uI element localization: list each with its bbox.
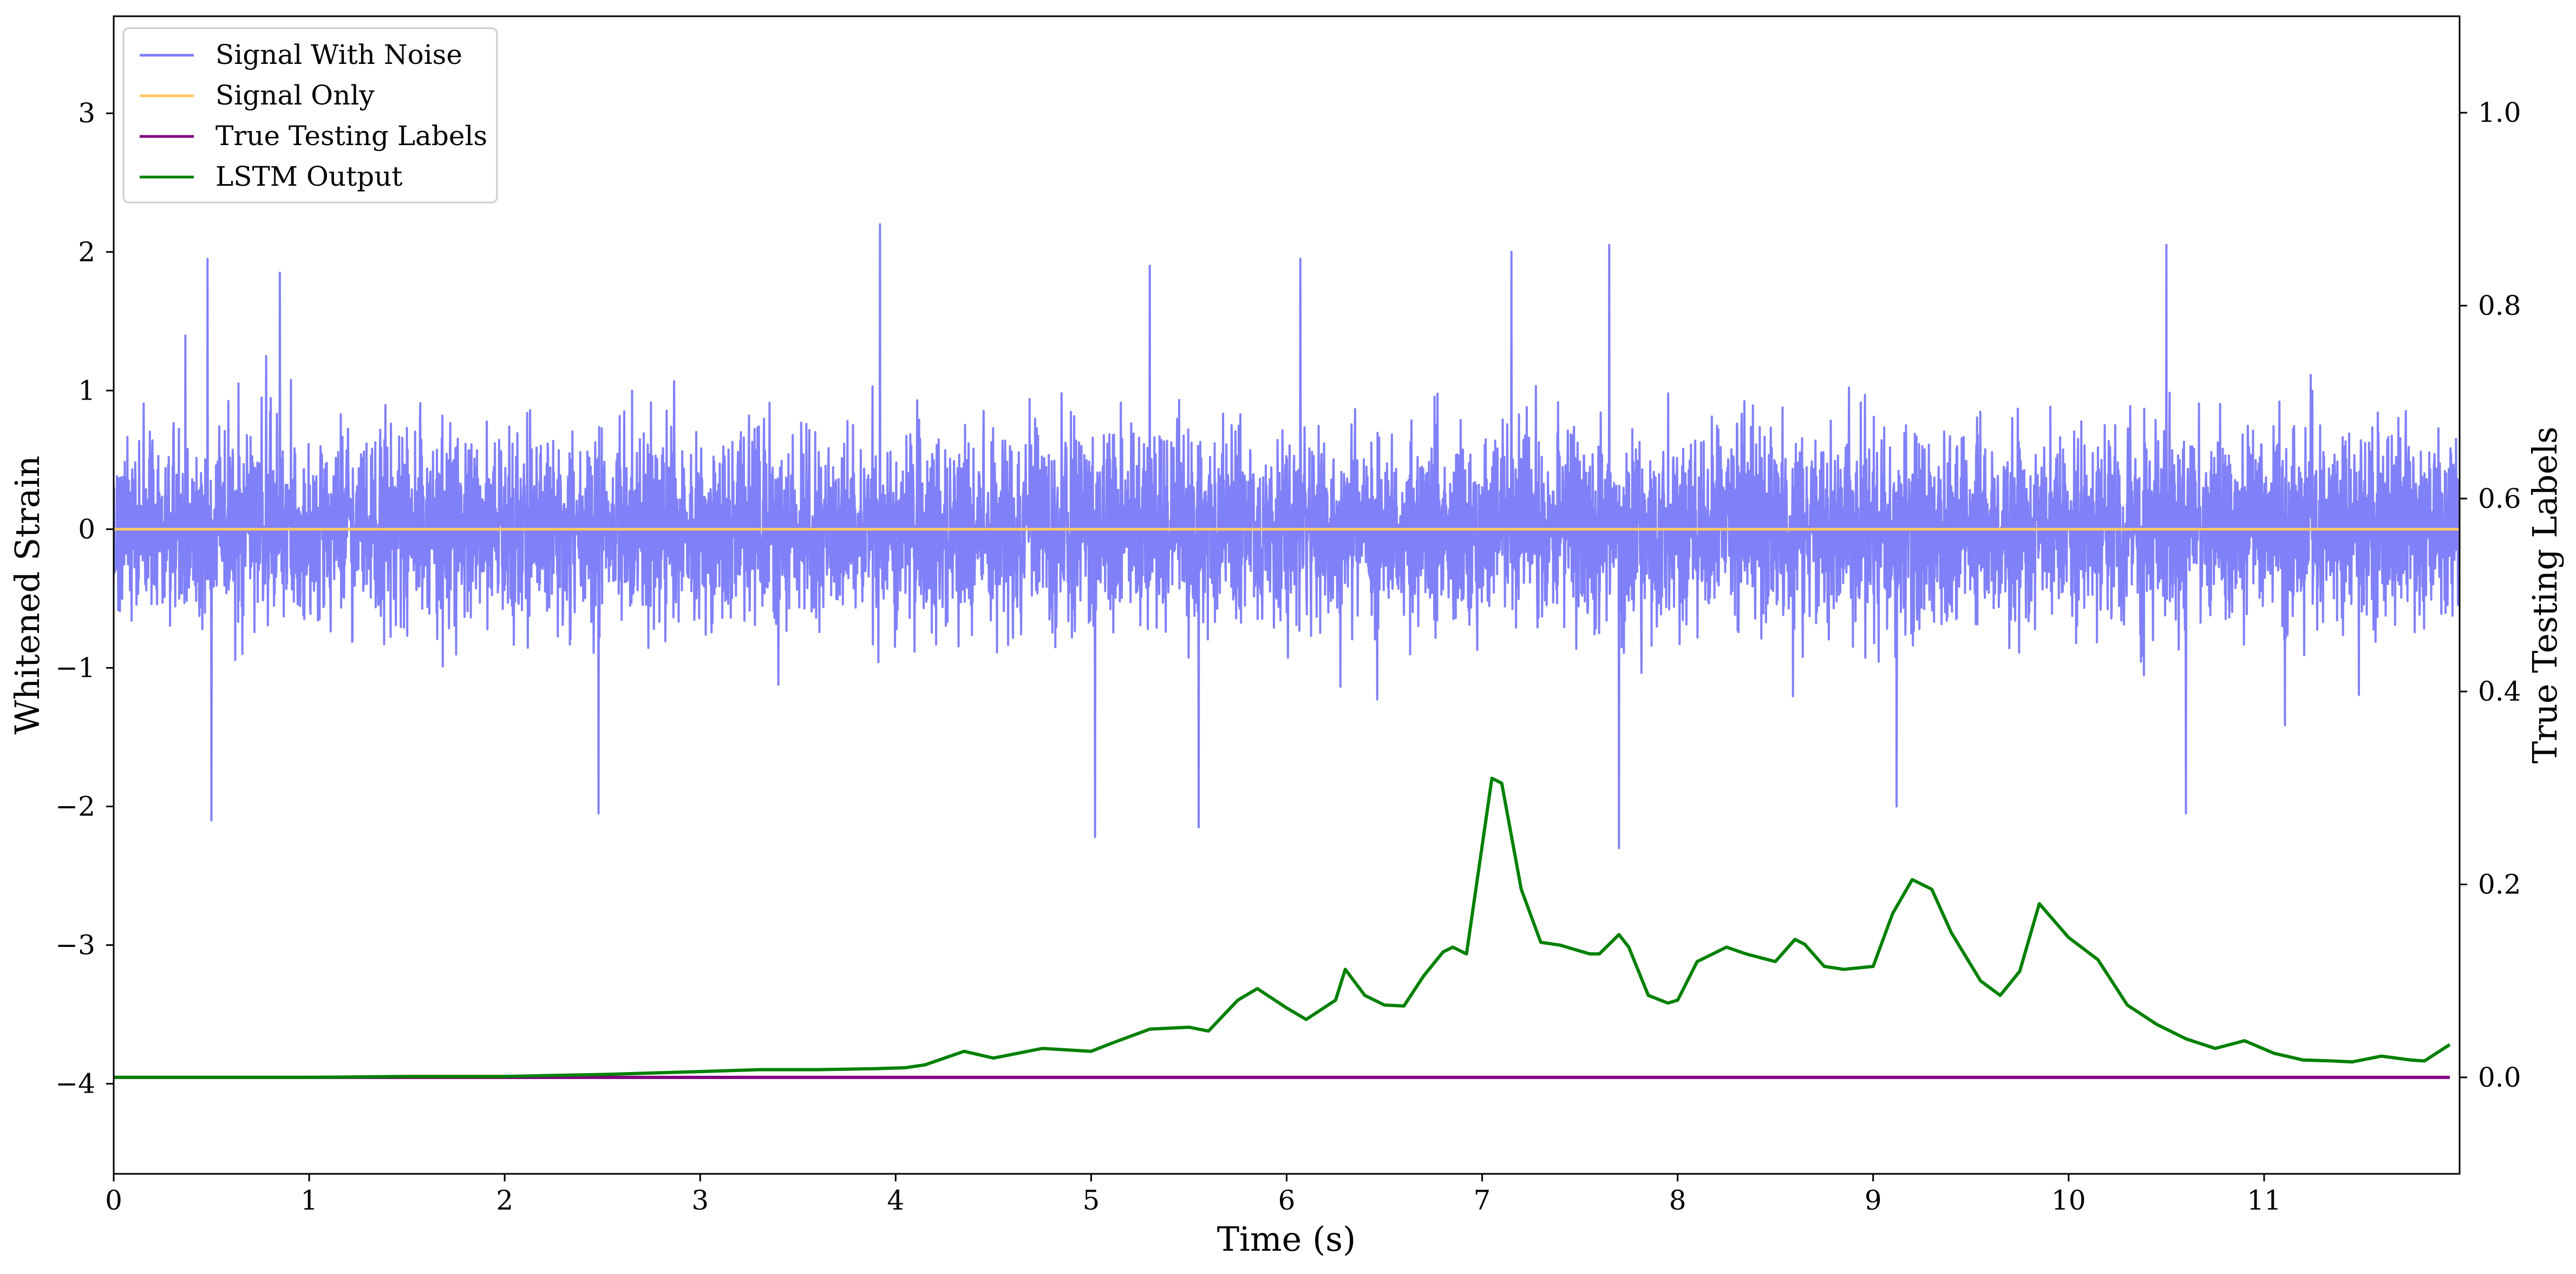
- x-tick-label: 10: [2051, 1185, 2086, 1216]
- x-axis: 0 1 2 3 4 5 6 7 8 9 10 11: [105, 1174, 2281, 1216]
- x-axis-label: Time (s): [1217, 1219, 1356, 1259]
- legend-label-lstm-output: LSTM Output: [215, 161, 402, 192]
- y-right-tick-label: 0.0: [2478, 1062, 2521, 1093]
- legend-frame: [122, 27, 498, 204]
- x-tick-label: 4: [887, 1185, 904, 1216]
- y-right-tick-label: 1.0: [2478, 97, 2521, 128]
- x-tick-label: 8: [1669, 1185, 1686, 1216]
- y-axis-left-label: Whitened Strain: [8, 456, 47, 735]
- y-right-tick-label: 0.8: [2478, 290, 2521, 322]
- legend-label-signal-only: Signal Only: [215, 80, 375, 111]
- y-axis-left: −4 −3 −2 −1 0 1 2 3: [55, 97, 114, 1100]
- y-right-tick-label: 0.4: [2478, 676, 2521, 707]
- x-tick-label: 7: [1474, 1185, 1491, 1216]
- x-tick-label: 0: [105, 1185, 122, 1216]
- x-tick-label: 11: [2247, 1185, 2281, 1216]
- plot-area: [113, 15, 2461, 1175]
- y-left-tick-label: 0: [78, 513, 95, 545]
- x-tick-label: 3: [691, 1185, 709, 1216]
- y-right-tick-label: 0.6: [2478, 483, 2521, 514]
- y-right-tick-label: 0.2: [2478, 869, 2521, 900]
- y-left-tick-label: 3: [78, 97, 95, 129]
- x-tick-label: 6: [1278, 1185, 1296, 1216]
- series-layer: [114, 223, 2460, 1079]
- y-left-tick-label: −2: [55, 790, 95, 822]
- legend: Signal With Noise Signal Only True Testi…: [122, 27, 498, 204]
- y-left-tick-label: −4: [55, 1068, 95, 1100]
- y-axis-right-label: True Testing Labels: [2525, 427, 2565, 764]
- y-left-tick-label: 2: [78, 236, 95, 267]
- x-tick-label: 9: [1865, 1185, 1882, 1216]
- x-tick-label: 1: [300, 1185, 318, 1216]
- y-left-tick-label: −1: [55, 652, 95, 683]
- legend-label-true-testing-labels: True Testing Labels: [215, 120, 487, 152]
- y-left-tick-label: 1: [78, 375, 95, 406]
- series-signal-with-noise: [114, 223, 2460, 850]
- y-axis-right: 0.0 0.2 0.4 0.6 0.8 1.0: [2460, 97, 2521, 1093]
- y-left-tick-label: −3: [55, 930, 95, 961]
- legend-label-signal-with-noise: Signal With Noise: [215, 39, 462, 70]
- x-tick-label: 2: [496, 1185, 513, 1216]
- series-lstm-output: [114, 776, 2451, 1079]
- x-tick-label: 5: [1083, 1185, 1100, 1216]
